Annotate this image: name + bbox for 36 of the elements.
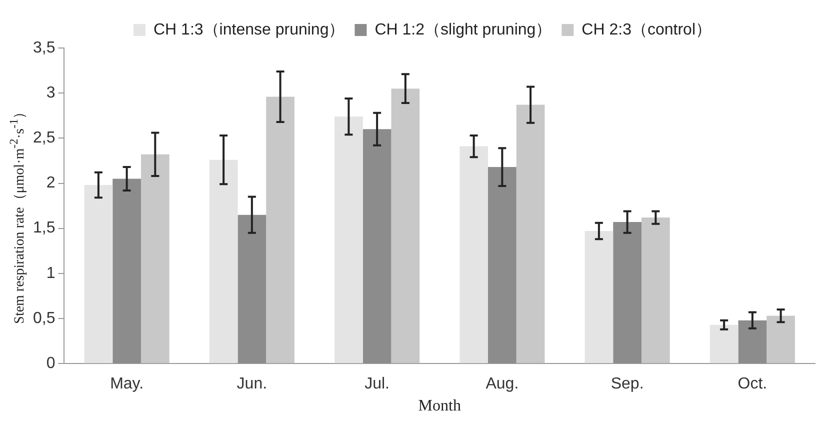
bar bbox=[766, 316, 795, 364]
y-tick-label: 3 bbox=[46, 84, 56, 102]
x-tick-label: Jun. bbox=[236, 376, 268, 393]
bar bbox=[362, 129, 392, 364]
bar bbox=[460, 146, 488, 364]
bar bbox=[710, 324, 738, 364]
bar bbox=[84, 185, 113, 364]
bar bbox=[641, 218, 670, 364]
bar bbox=[391, 88, 420, 364]
bar bbox=[613, 222, 642, 364]
x-tick-label: Oct. bbox=[738, 376, 768, 393]
y-tick-label: 2 bbox=[46, 174, 56, 192]
y-tick-label: 0,5 bbox=[32, 310, 56, 327]
x-tick-label: Jul. bbox=[364, 376, 390, 393]
bar bbox=[738, 320, 767, 364]
legend-label: CH 1:2（slight pruning） bbox=[374, 21, 552, 38]
bar bbox=[140, 154, 170, 364]
legend-label: CH 2:3（control） bbox=[582, 21, 712, 38]
x-axis-title: Month bbox=[418, 398, 461, 415]
x-tick-label: Sep. bbox=[610, 376, 644, 393]
x-tick-label: Aug. bbox=[486, 376, 519, 393]
y-tick-label: 3,5 bbox=[32, 39, 56, 56]
bar bbox=[516, 104, 545, 364]
y-tick-label: 1 bbox=[46, 264, 56, 282]
bar bbox=[238, 214, 266, 364]
bar bbox=[584, 231, 614, 364]
y-tick-label: 1,5 bbox=[32, 220, 56, 237]
legend-label: CH 1:3（intense pruning） bbox=[154, 21, 345, 38]
x-tick-label: May. bbox=[110, 376, 144, 393]
bar bbox=[112, 178, 141, 364]
bar bbox=[266, 96, 294, 364]
bar bbox=[209, 160, 238, 364]
y-tick-label: 0 bbox=[46, 355, 56, 372]
y-tick-label: 2,5 bbox=[32, 130, 56, 147]
bar bbox=[488, 167, 516, 364]
bar bbox=[334, 116, 363, 364]
